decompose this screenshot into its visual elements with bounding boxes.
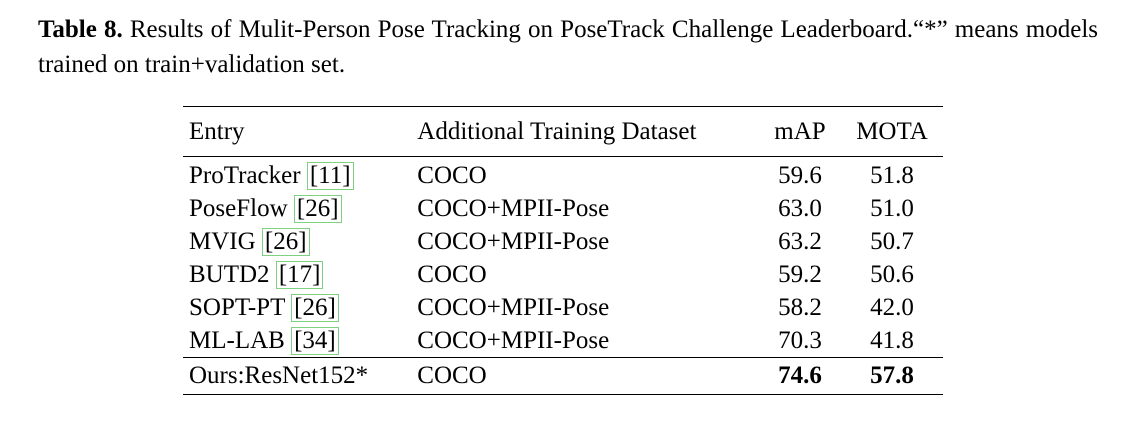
map-cell: 59.6 [778,162,822,189]
table-row: ML-LAB [34] COCO+MPII-Pose 70.3 41.8 [183,324,943,358]
entry-name: PoseFlow [189,195,288,222]
map-cell: 63.2 [778,228,822,255]
table-row: PoseFlow [26] COCO+MPII-Pose 63.0 51.0 [183,192,943,225]
header-row: Entry Additional Training Dataset mAP MO… [183,106,943,157]
entry-name: MVIG [189,228,256,255]
entry-cell: ML-LAB [34] [183,324,411,358]
entry-cell: Ours:ResNet152* [189,362,369,389]
map-cell: 74.6 [778,362,822,389]
entry-cell: PoseFlow [26] [183,192,411,225]
entry-cell: SOPT-PT [26] [183,291,411,324]
map-cell: 59.2 [778,261,822,288]
citation-link[interactable]: [34] [291,327,339,355]
table-caption: Table 8. Results of Mulit-Person Pose Tr… [38,12,1098,82]
header-entry: Entry [189,118,245,145]
table-row: MVIG [26] COCO+MPII-Pose 63.2 50.7 [183,225,943,258]
citation-link[interactable]: [17] [275,261,324,289]
results-table-container: Entry Additional Training Dataset mAP MO… [183,106,943,395]
header-mota: MOTA [856,118,928,145]
dataset-cell: COCO+MPII-Pose [417,228,610,255]
dataset-cell: COCO [417,162,487,189]
entry-name: SOPT-PT [189,294,285,321]
entry-name: ML-LAB [189,327,285,354]
results-table: Entry Additional Training Dataset mAP MO… [183,106,943,395]
ours-row: Ours:ResNet152* COCO 74.6 57.8 [183,357,943,395]
mota-cell: 41.8 [870,327,914,354]
dataset-cell: COCO [417,362,487,389]
map-cell: 58.2 [778,294,822,321]
citation-link[interactable]: [26] [291,294,339,322]
dataset-cell: COCO [417,261,487,288]
header-map: mAP [774,118,826,145]
citation-link[interactable]: [11] [306,162,354,190]
mota-cell: 51.8 [870,162,914,189]
header-dataset: Additional Training Dataset [417,118,697,145]
caption-label: Table 8. [38,16,123,43]
entry-cell: ProTracker [11] [183,157,411,193]
mota-cell: 50.7 [870,228,914,255]
citation-link[interactable]: [26] [293,195,342,223]
mota-cell: 42.0 [870,294,914,321]
map-cell: 63.0 [778,195,822,222]
entry-name: BUTD2 [189,261,270,288]
dataset-cell: COCO+MPII-Pose [417,195,610,222]
mota-cell: 57.8 [870,362,914,389]
mota-cell: 51.0 [870,195,914,222]
entry-name: ProTracker [189,162,301,189]
entry-cell: BUTD2 [17] [183,258,411,291]
entry-cell: MVIG [26] [183,225,411,258]
caption-text: Results of Mulit-Person Pose Tracking on… [38,16,1099,78]
table-row: SOPT-PT [26] COCO+MPII-Pose 58.2 42.0 [183,291,943,324]
table-row: BUTD2 [17] COCO 59.2 50.6 [183,258,943,291]
table-row: ProTracker [11] COCO 59.6 51.8 [183,157,943,193]
dataset-cell: COCO+MPII-Pose [417,327,610,354]
dataset-cell: COCO+MPII-Pose [417,294,610,321]
citation-link[interactable]: [26] [261,228,310,256]
map-cell: 70.3 [778,327,822,354]
mota-cell: 50.6 [870,261,914,288]
